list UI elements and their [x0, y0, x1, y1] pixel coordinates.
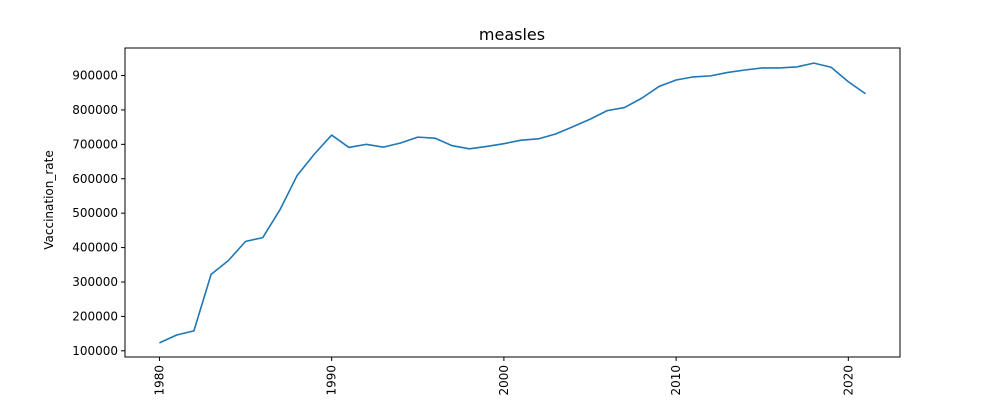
series-layer: [159, 62, 867, 344]
series-line: [159, 62, 867, 344]
x-tick-label: 2010: [669, 365, 683, 396]
chart-title: measles: [479, 25, 545, 44]
y-tick-label: 900000: [72, 69, 118, 83]
y-tick-label: 100000: [72, 344, 118, 358]
plot-frame: [124, 47, 901, 358]
y-axis-label: Vaccination_rate: [42, 150, 56, 249]
x-tick-label: 2020: [841, 365, 855, 396]
x-tick-label: 1990: [325, 365, 339, 396]
y-tick-label: 800000: [72, 103, 118, 117]
y-tick-label: 600000: [72, 172, 118, 186]
tick-labels: 100000 200000 300000 400000 500000 600000 7000…: [72, 69, 855, 396]
y-tick-label: 400000: [72, 241, 118, 255]
tick-marks: [121, 75, 849, 361]
x-tick-label: 1980: [152, 365, 166, 396]
y-tick-label: 300000: [72, 275, 118, 289]
x-tick-label: 2000: [497, 365, 511, 396]
y-tick-label: 200000: [72, 309, 118, 323]
y-tick-label: 500000: [72, 206, 118, 220]
y-tick-label: 700000: [72, 137, 118, 151]
